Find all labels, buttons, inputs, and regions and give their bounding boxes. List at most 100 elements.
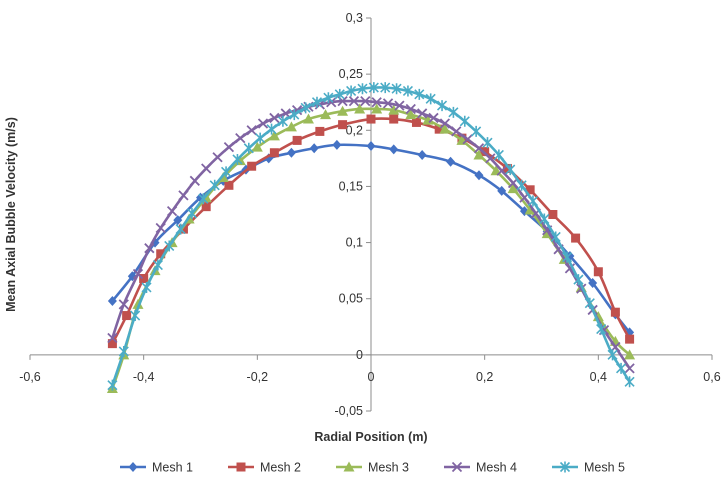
data-point (482, 137, 493, 149)
data-point (332, 139, 342, 150)
data-point (286, 147, 296, 158)
data-point (246, 125, 257, 136)
data-point (417, 108, 428, 119)
data-point (212, 152, 223, 163)
data-point (448, 106, 459, 118)
y-tick-label: 0,25 (339, 67, 363, 81)
data-point (525, 185, 535, 195)
data-point (155, 222, 166, 234)
legend-label: Mesh 2 (260, 461, 301, 475)
data-point (334, 88, 345, 100)
legend-item: Mesh 5 (552, 461, 625, 475)
data-point (118, 299, 129, 310)
data-point (473, 149, 485, 160)
data-point (474, 170, 484, 181)
x-tick-label: -0,4 (133, 370, 155, 384)
data-point (357, 83, 368, 95)
data-point (607, 349, 618, 361)
data-point (243, 142, 254, 154)
y-tick-label: 0,15 (339, 179, 363, 193)
y-tick-label: 0,2 (346, 123, 363, 137)
data-point (144, 243, 155, 254)
x-tick-label: 0,2 (476, 370, 493, 384)
data-point (497, 185, 507, 196)
data-point (209, 179, 220, 191)
data-point (289, 109, 300, 121)
data-point (221, 166, 232, 178)
data-point (436, 100, 448, 112)
data-point (178, 190, 189, 201)
data-point (107, 295, 117, 306)
data-point (164, 240, 175, 252)
data-point (527, 195, 539, 207)
data-point (348, 95, 360, 107)
data-point (368, 82, 379, 94)
data-point (417, 149, 427, 160)
data-point (473, 143, 485, 154)
data-point (251, 141, 263, 152)
plot-area (106, 82, 636, 394)
data-point (539, 213, 550, 225)
data-point (152, 259, 163, 271)
y-tick-label: 0,1 (346, 236, 363, 250)
data-point (505, 164, 516, 176)
data-point (300, 102, 311, 114)
data-point (285, 121, 297, 132)
data-point (141, 281, 152, 293)
data-point (422, 114, 434, 125)
data-point (292, 135, 302, 145)
data-point (139, 274, 149, 284)
data-point (462, 134, 473, 145)
data-point (451, 126, 462, 137)
data-point (338, 120, 348, 130)
data-point (550, 231, 561, 243)
legend-marker (559, 461, 571, 473)
legend-item: Mesh 2 (228, 461, 301, 475)
data-point (596, 323, 607, 335)
data-point (411, 117, 421, 127)
data-point (132, 268, 144, 280)
data-point (173, 215, 183, 226)
data-point (360, 95, 371, 107)
data-point (107, 379, 118, 391)
data-point (610, 307, 620, 317)
legend-marker (236, 462, 246, 472)
data-point (309, 143, 319, 154)
data-point (573, 274, 584, 286)
data-point (414, 88, 425, 100)
data-point (269, 148, 279, 158)
data-point (428, 112, 439, 124)
series-2 (107, 114, 635, 349)
data-point (366, 141, 376, 152)
data-point (371, 103, 383, 114)
data-point (118, 345, 129, 357)
legend-marker (128, 462, 138, 472)
data-point (389, 114, 399, 124)
data-point (571, 233, 581, 243)
data-point (496, 165, 507, 176)
series-5 (107, 82, 635, 391)
y-tick-label: -0,05 (335, 404, 364, 418)
data-point (178, 224, 188, 234)
data-point (446, 156, 456, 167)
data-point (405, 103, 416, 115)
data-point (434, 124, 444, 134)
data-point (235, 133, 246, 144)
y-tick-label: 0,3 (346, 11, 363, 25)
data-point (389, 144, 399, 155)
data-point (485, 153, 496, 164)
x-tick-label: 0,4 (590, 370, 607, 384)
data-point (107, 339, 117, 349)
data-point (257, 118, 269, 129)
data-point (439, 123, 451, 134)
y-tick-label: 0,05 (339, 292, 363, 306)
data-point (311, 96, 323, 108)
data-point (232, 153, 243, 165)
data-point (122, 311, 132, 321)
y-axis-title: Mean Axial Bubble Velocity (m/s) (4, 117, 18, 312)
data-point (269, 112, 280, 124)
data-point (471, 125, 482, 137)
data-point (320, 109, 332, 120)
data-point (346, 85, 357, 97)
